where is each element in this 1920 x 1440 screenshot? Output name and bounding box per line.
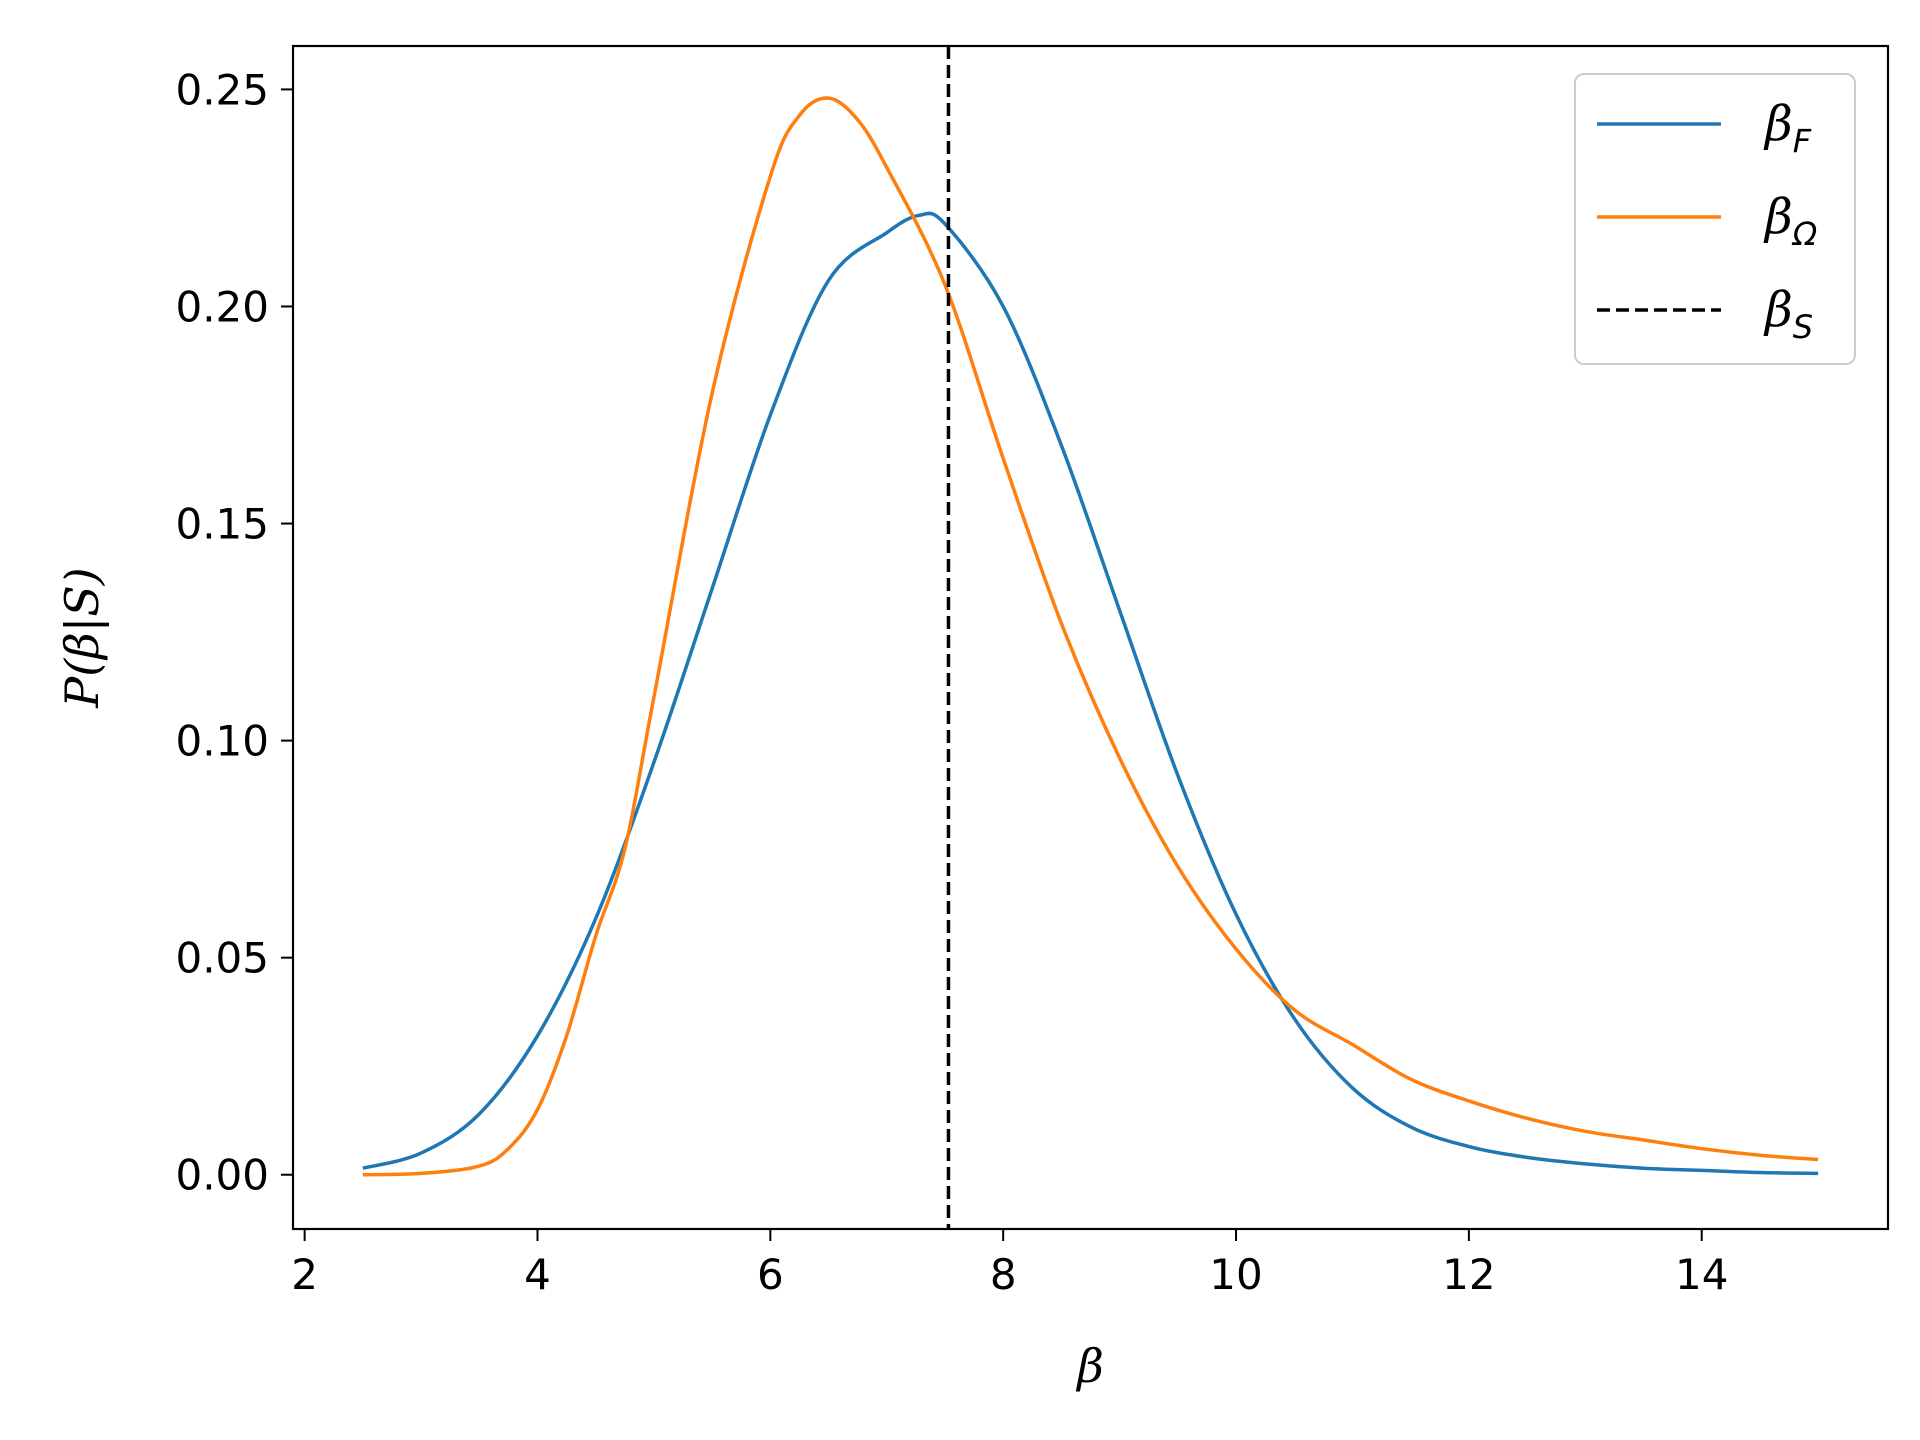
y-tick-label: 0.15 [175,500,269,549]
x-tick-label: 8 [990,1250,1017,1299]
y-tick-label: 0.00 [175,1151,269,1200]
series-0-line [362,211,1819,1176]
x-tick-label: 12 [1442,1250,1495,1299]
x-axis-label: β [1075,1339,1104,1393]
y-axis-ticks: 0.00 0.05 0.10 0.15 0.20 0.25 [175,65,293,1200]
y-tick-label: 0.10 [175,717,269,766]
y-axis-label: P(β|S) [55,567,109,708]
legend-label-main: β [1763,282,1793,338]
series-1-line [362,96,1819,1177]
legend-label-0: βF [1763,96,1812,160]
legend-label-2: βS [1763,282,1813,346]
x-tick-label: 6 [757,1250,784,1299]
x-tick-label: 14 [1675,1250,1728,1299]
y-tick-label: 0.20 [175,282,269,331]
legend-box [1574,73,1856,365]
legend-label-main: β [1763,189,1793,245]
axes-frame [291,44,1890,1231]
legend-label-sub: Ω [1791,215,1818,253]
legend-label-sub: F [1793,122,1812,160]
y-tick-label: 0.25 [175,65,269,114]
x-axis-ticks: 2 4 6 8 10 12 14 [291,1229,1728,1299]
legend-label-main: β [1763,96,1793,152]
x-tick-label: 10 [1209,1250,1262,1299]
legend-label-sub: S [1793,308,1813,346]
legend-label-1: βΩ [1763,189,1818,253]
plot-area [362,46,1819,1229]
y-tick-label: 0.05 [175,934,269,983]
x-tick-label: 2 [291,1250,318,1299]
x-tick-label: 4 [524,1250,551,1299]
